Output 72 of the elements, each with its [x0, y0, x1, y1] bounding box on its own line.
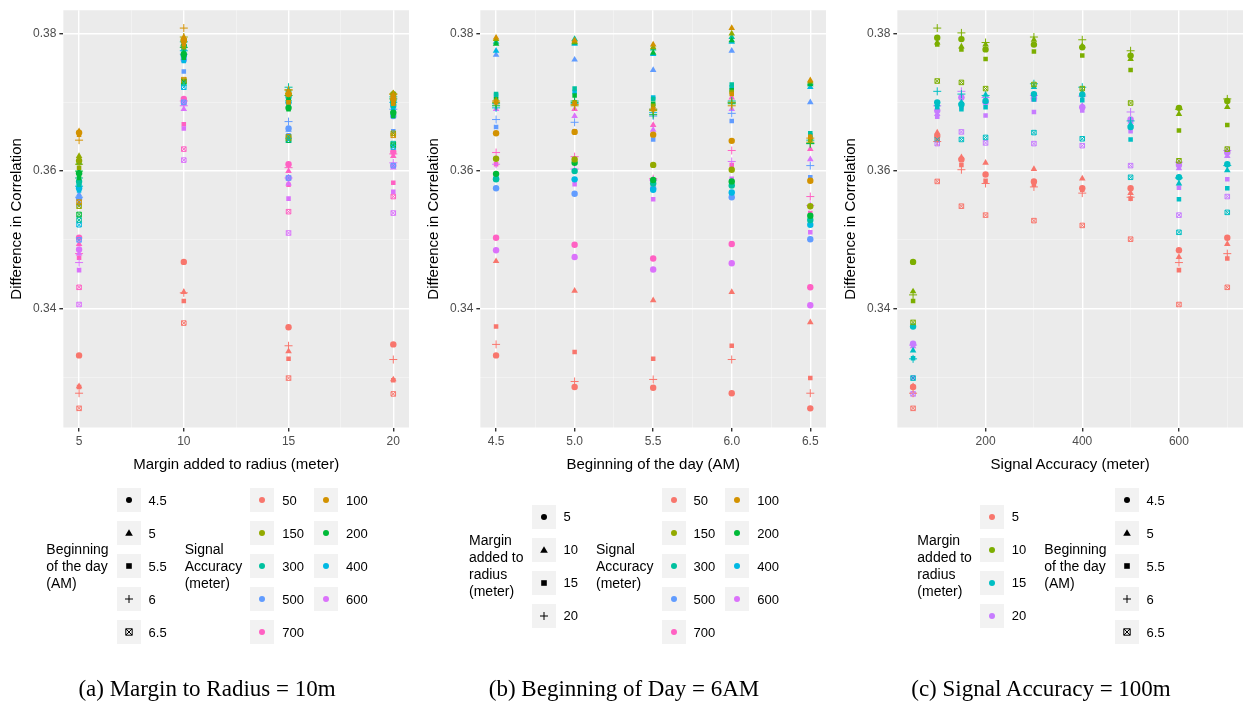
legend-label: 700	[693, 624, 716, 640]
y-axis-title: Difference in Correlation	[841, 138, 859, 300]
legend-label: 50	[693, 492, 709, 508]
x-tick-label: 5	[75, 434, 83, 449]
x-tick-label: 400	[1072, 434, 1093, 449]
y-tick-label: 0.36	[450, 163, 474, 178]
x-axis-title: Signal Accuracy (meter)	[990, 455, 1150, 473]
x-tick-label: 4.5	[487, 434, 505, 449]
legend-label: 400	[757, 558, 779, 574]
legend-label: 50	[282, 492, 297, 508]
legend-label: 150	[693, 525, 716, 541]
legend-label: 10	[1011, 542, 1027, 557]
text: (a) Margin to Radius = 10m	[77, 676, 337, 702]
text: Signal Accuracy (meter)	[595, 540, 654, 591]
y-tick-label: 0.34	[867, 300, 891, 315]
text: Signal Accuracy (meter)	[184, 540, 243, 591]
legend-label: 200	[345, 525, 368, 541]
x-tick-label: 20	[386, 434, 401, 449]
legend-label: 6	[1146, 591, 1154, 607]
text: Margin added to radius (meter)	[917, 532, 972, 599]
legend-label: 10	[563, 542, 578, 557]
legend-label: 600	[345, 591, 368, 607]
legend-label: 500	[282, 591, 304, 607]
y-tick-label: 0.38	[867, 25, 891, 40]
legend-label: 6	[148, 591, 156, 607]
y-axis-title: Difference in Correlation	[7, 138, 25, 300]
legend-label: 20	[563, 608, 578, 623]
legend-label: 5	[563, 509, 571, 524]
legend-label: 100	[757, 492, 779, 508]
text: Margin added to radius (meter)	[469, 532, 524, 599]
legend-label: 5	[148, 525, 156, 541]
legend-label: 600	[757, 591, 779, 607]
legend-label: 400	[345, 558, 368, 574]
y-tick-label: 0.36	[867, 163, 891, 178]
x-tick-label: 6.0	[723, 434, 741, 449]
legend-label: 5.5	[148, 558, 167, 574]
y-axis-title: Difference in Correlation	[424, 138, 442, 300]
y-tick-label: 0.34	[450, 300, 474, 315]
legend-label: 15	[1011, 575, 1027, 590]
x-tick-label: 5.5	[644, 434, 662, 449]
legend-label: 4.5	[148, 492, 167, 508]
legend-label: 300	[693, 558, 716, 574]
y-tick-label: 0.34	[33, 300, 57, 315]
x-tick-label: 15	[281, 434, 296, 449]
legend-label: 5	[1146, 525, 1154, 541]
legend-label: 150	[282, 525, 304, 541]
legend-label: 4.5	[1146, 492, 1165, 508]
x-tick-label: 5.0	[566, 434, 584, 449]
text: (b) Beginning of Day = 6AM	[487, 676, 761, 702]
legend-label: 6.5	[148, 624, 167, 640]
legend-label: 300	[282, 558, 304, 574]
text: Beginning of the day (AM)	[46, 540, 109, 591]
text: Beginning of the day (AM)	[1044, 540, 1107, 591]
legend-label: 100	[345, 492, 368, 508]
x-tick-label: 10	[177, 434, 191, 449]
legend-label: 200	[757, 525, 779, 541]
x-tick-label: 600	[1168, 434, 1190, 449]
legend-label: 6.5	[1146, 624, 1165, 640]
text: (c) Signal Accuracy = 100m	[910, 676, 1172, 702]
x-tick-label: 6.5	[801, 434, 819, 449]
legend-label: 500	[693, 591, 716, 607]
legend-label: 5	[1011, 509, 1020, 524]
y-tick-label: 0.36	[33, 163, 57, 178]
x-axis-title: Margin added to radius (meter)	[133, 455, 340, 473]
legend-label: 5.5	[1146, 558, 1165, 574]
legend-label: 15	[563, 575, 578, 590]
legend-label: 700	[282, 624, 304, 640]
x-axis-title: Beginning of the day (AM)	[566, 455, 740, 473]
y-tick-label: 0.38	[450, 25, 474, 40]
y-tick-label: 0.38	[33, 25, 57, 40]
x-tick-label: 200	[975, 434, 996, 449]
legend-label: 20	[1011, 608, 1027, 623]
